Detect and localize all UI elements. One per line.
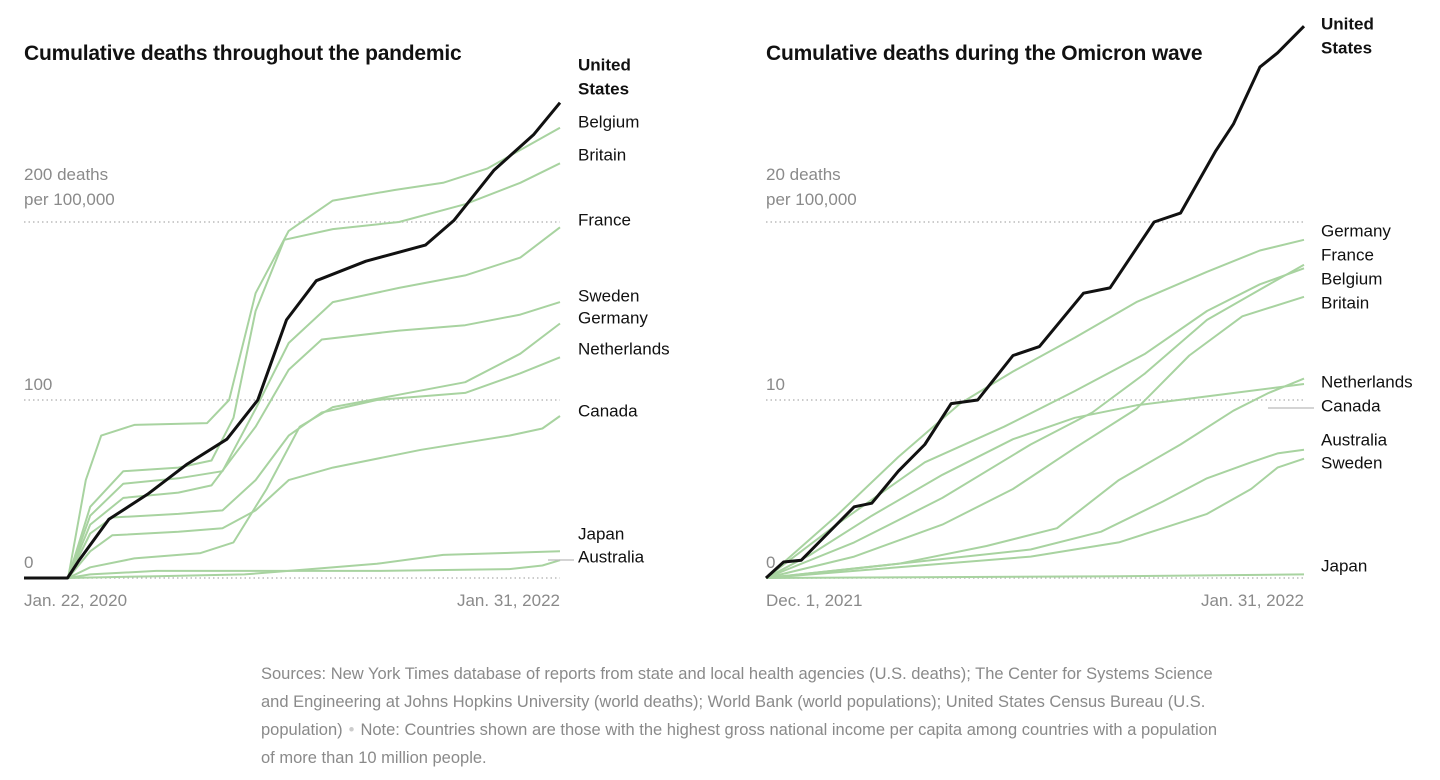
series-label: Belgium xyxy=(578,112,639,131)
chart-omicron: 0 10 20 deaths per 100,000 Dec. 1, 2021 Jan. … xyxy=(764,14,1413,610)
series-label: Germany xyxy=(578,308,648,327)
y-tick-label-unit: per 100,000 xyxy=(766,190,857,209)
y-tick-label: 20 deaths xyxy=(766,165,841,184)
series-line-britain xyxy=(24,162,561,579)
series-line-sweden xyxy=(24,301,561,579)
series-label: France xyxy=(1321,245,1374,264)
series-label: Germany xyxy=(1321,221,1391,240)
series-label: Belgium xyxy=(1321,269,1382,288)
series-label: United xyxy=(1321,14,1374,33)
series-label: Netherlands xyxy=(578,339,670,358)
footnote: Sources: New York Times database of repo… xyxy=(261,660,1221,772)
chart-pandemic: 0 100 200 deaths per 100,000 Jan. 22, 2020 Ja… xyxy=(24,55,670,610)
series-line-japan xyxy=(765,573,1305,579)
footnote-sources: Sources: New York Times database of repo… xyxy=(261,665,1213,739)
chart-title-omicron: Cumulative deaths during the Omicron wav… xyxy=(766,42,1203,65)
series-label: Japan xyxy=(578,524,624,543)
series-label: Canada xyxy=(1321,396,1381,415)
series-label: Canada xyxy=(578,401,638,420)
series-line-united-states xyxy=(24,101,562,580)
series-label: Netherlands xyxy=(1321,372,1413,391)
y-tick-label: 100 xyxy=(24,375,52,394)
series-label: Britain xyxy=(578,145,626,164)
series-label: United xyxy=(578,55,631,74)
series-line-canada xyxy=(24,415,561,579)
x-tick-label: Jan. 22, 2020 xyxy=(24,591,127,610)
series-line-sweden xyxy=(765,457,1305,579)
series-label: Britain xyxy=(1321,293,1369,312)
footnote-note: Note: Countries shown are those with the… xyxy=(261,721,1218,767)
series-label: Sweden xyxy=(1321,453,1382,472)
y-tick-label: 10 xyxy=(766,375,785,394)
series-line-germany xyxy=(765,238,1305,579)
series-line-canada xyxy=(765,377,1305,579)
separator-dot: • xyxy=(348,721,355,739)
x-tick-label: Jan. 31, 2022 xyxy=(457,591,560,610)
series-label: Japan xyxy=(1321,556,1367,575)
x-tick-label: Dec. 1, 2021 xyxy=(766,591,862,610)
series-line-netherlands xyxy=(24,356,561,579)
series-line-australia xyxy=(24,559,561,579)
series-label: Australia xyxy=(578,547,645,566)
series-label: States xyxy=(1321,38,1372,57)
series-line-united-states xyxy=(764,25,1306,580)
y-tick-label: 0 xyxy=(24,553,33,572)
series-line-belgium xyxy=(24,126,561,579)
series-label: France xyxy=(578,210,631,229)
series-line-netherlands xyxy=(765,383,1305,579)
series-line-belgium xyxy=(765,263,1305,579)
series-line-germany xyxy=(24,322,561,579)
x-tick-label: Jan. 31, 2022 xyxy=(1201,591,1304,610)
series-label: Sweden xyxy=(578,286,639,305)
series-line-australia xyxy=(765,448,1305,579)
series-label: States xyxy=(578,79,629,98)
y-tick-label-unit: per 100,000 xyxy=(24,190,115,209)
series-label: Australia xyxy=(1321,430,1388,449)
series-line-france xyxy=(24,226,561,579)
chart-title-pandemic: Cumulative deaths throughout the pandemi… xyxy=(24,42,462,65)
y-tick-label: 200 deaths xyxy=(24,165,108,184)
series-line-britain xyxy=(765,295,1305,579)
y-tick-label: 0 xyxy=(766,553,775,572)
